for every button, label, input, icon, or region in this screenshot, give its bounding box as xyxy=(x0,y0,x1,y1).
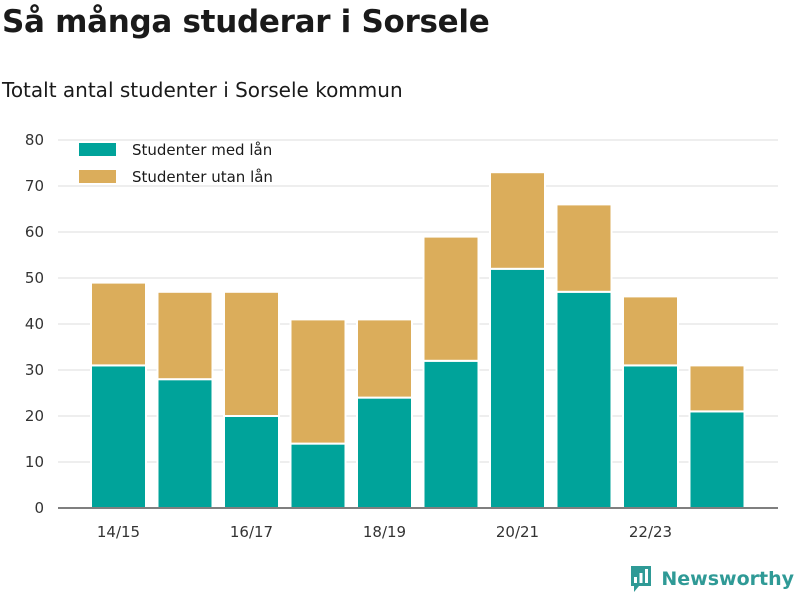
bar-segment-without-loan xyxy=(622,295,679,367)
bar-segment-without-loan xyxy=(356,318,413,399)
bar-segment-with-loan xyxy=(555,290,613,509)
y-tick-label: 0 xyxy=(34,499,44,517)
y-tick-label: 50 xyxy=(25,269,44,287)
chart-subtitle: Totalt antal studenter i Sorsele kommun xyxy=(2,78,403,102)
x-tick-label: 16/17 xyxy=(230,523,273,541)
bar-segment-without-loan xyxy=(688,364,746,413)
y-tick-label: 80 xyxy=(25,131,44,149)
x-tick-label: 18/19 xyxy=(363,523,406,541)
bar-segment-with-loan xyxy=(489,267,546,509)
bar-segment-without-loan xyxy=(90,281,147,367)
x-tick-label: 20/21 xyxy=(496,523,539,541)
y-tick-label: 10 xyxy=(25,453,44,471)
bar-segment-with-loan xyxy=(289,442,347,510)
brand-logo: Newsworthy xyxy=(629,564,794,594)
bar-segment-without-loan xyxy=(555,203,613,293)
bar-segment-with-loan xyxy=(622,364,679,509)
brand-name: Newsworthy xyxy=(661,568,794,590)
bar-segment-with-loan xyxy=(223,415,280,509)
y-tick-label: 70 xyxy=(25,177,44,195)
bar-segment-with-loan xyxy=(90,364,147,509)
legend-label: Studenter med lån xyxy=(132,141,272,159)
bar-chart-speech-bubble-icon xyxy=(631,566,652,592)
x-tick-label: 14/15 xyxy=(97,523,140,541)
legend-swatch xyxy=(79,143,116,156)
bar-segment-without-loan xyxy=(223,290,280,417)
bar-segment-without-loan xyxy=(156,290,214,381)
bar-segment-with-loan xyxy=(422,359,480,509)
bar-segment-without-loan xyxy=(289,318,347,445)
bar-segment-with-loan xyxy=(688,410,746,509)
bar-segment-with-loan xyxy=(156,378,214,510)
chart-title: Så många studerar i Sorsele xyxy=(2,4,490,40)
bar-segment-without-loan xyxy=(422,235,480,362)
legend-label: Studenter utan lån xyxy=(132,168,273,186)
y-tick-label: 60 xyxy=(25,223,44,241)
legend-swatch xyxy=(79,170,116,183)
y-tick-label: 40 xyxy=(25,315,44,333)
x-tick-label: 22/23 xyxy=(629,523,672,541)
y-tick-label: 30 xyxy=(25,361,44,379)
bar-segment-with-loan xyxy=(356,396,413,510)
y-tick-label: 20 xyxy=(25,407,44,425)
bar-segment-without-loan xyxy=(489,171,546,270)
